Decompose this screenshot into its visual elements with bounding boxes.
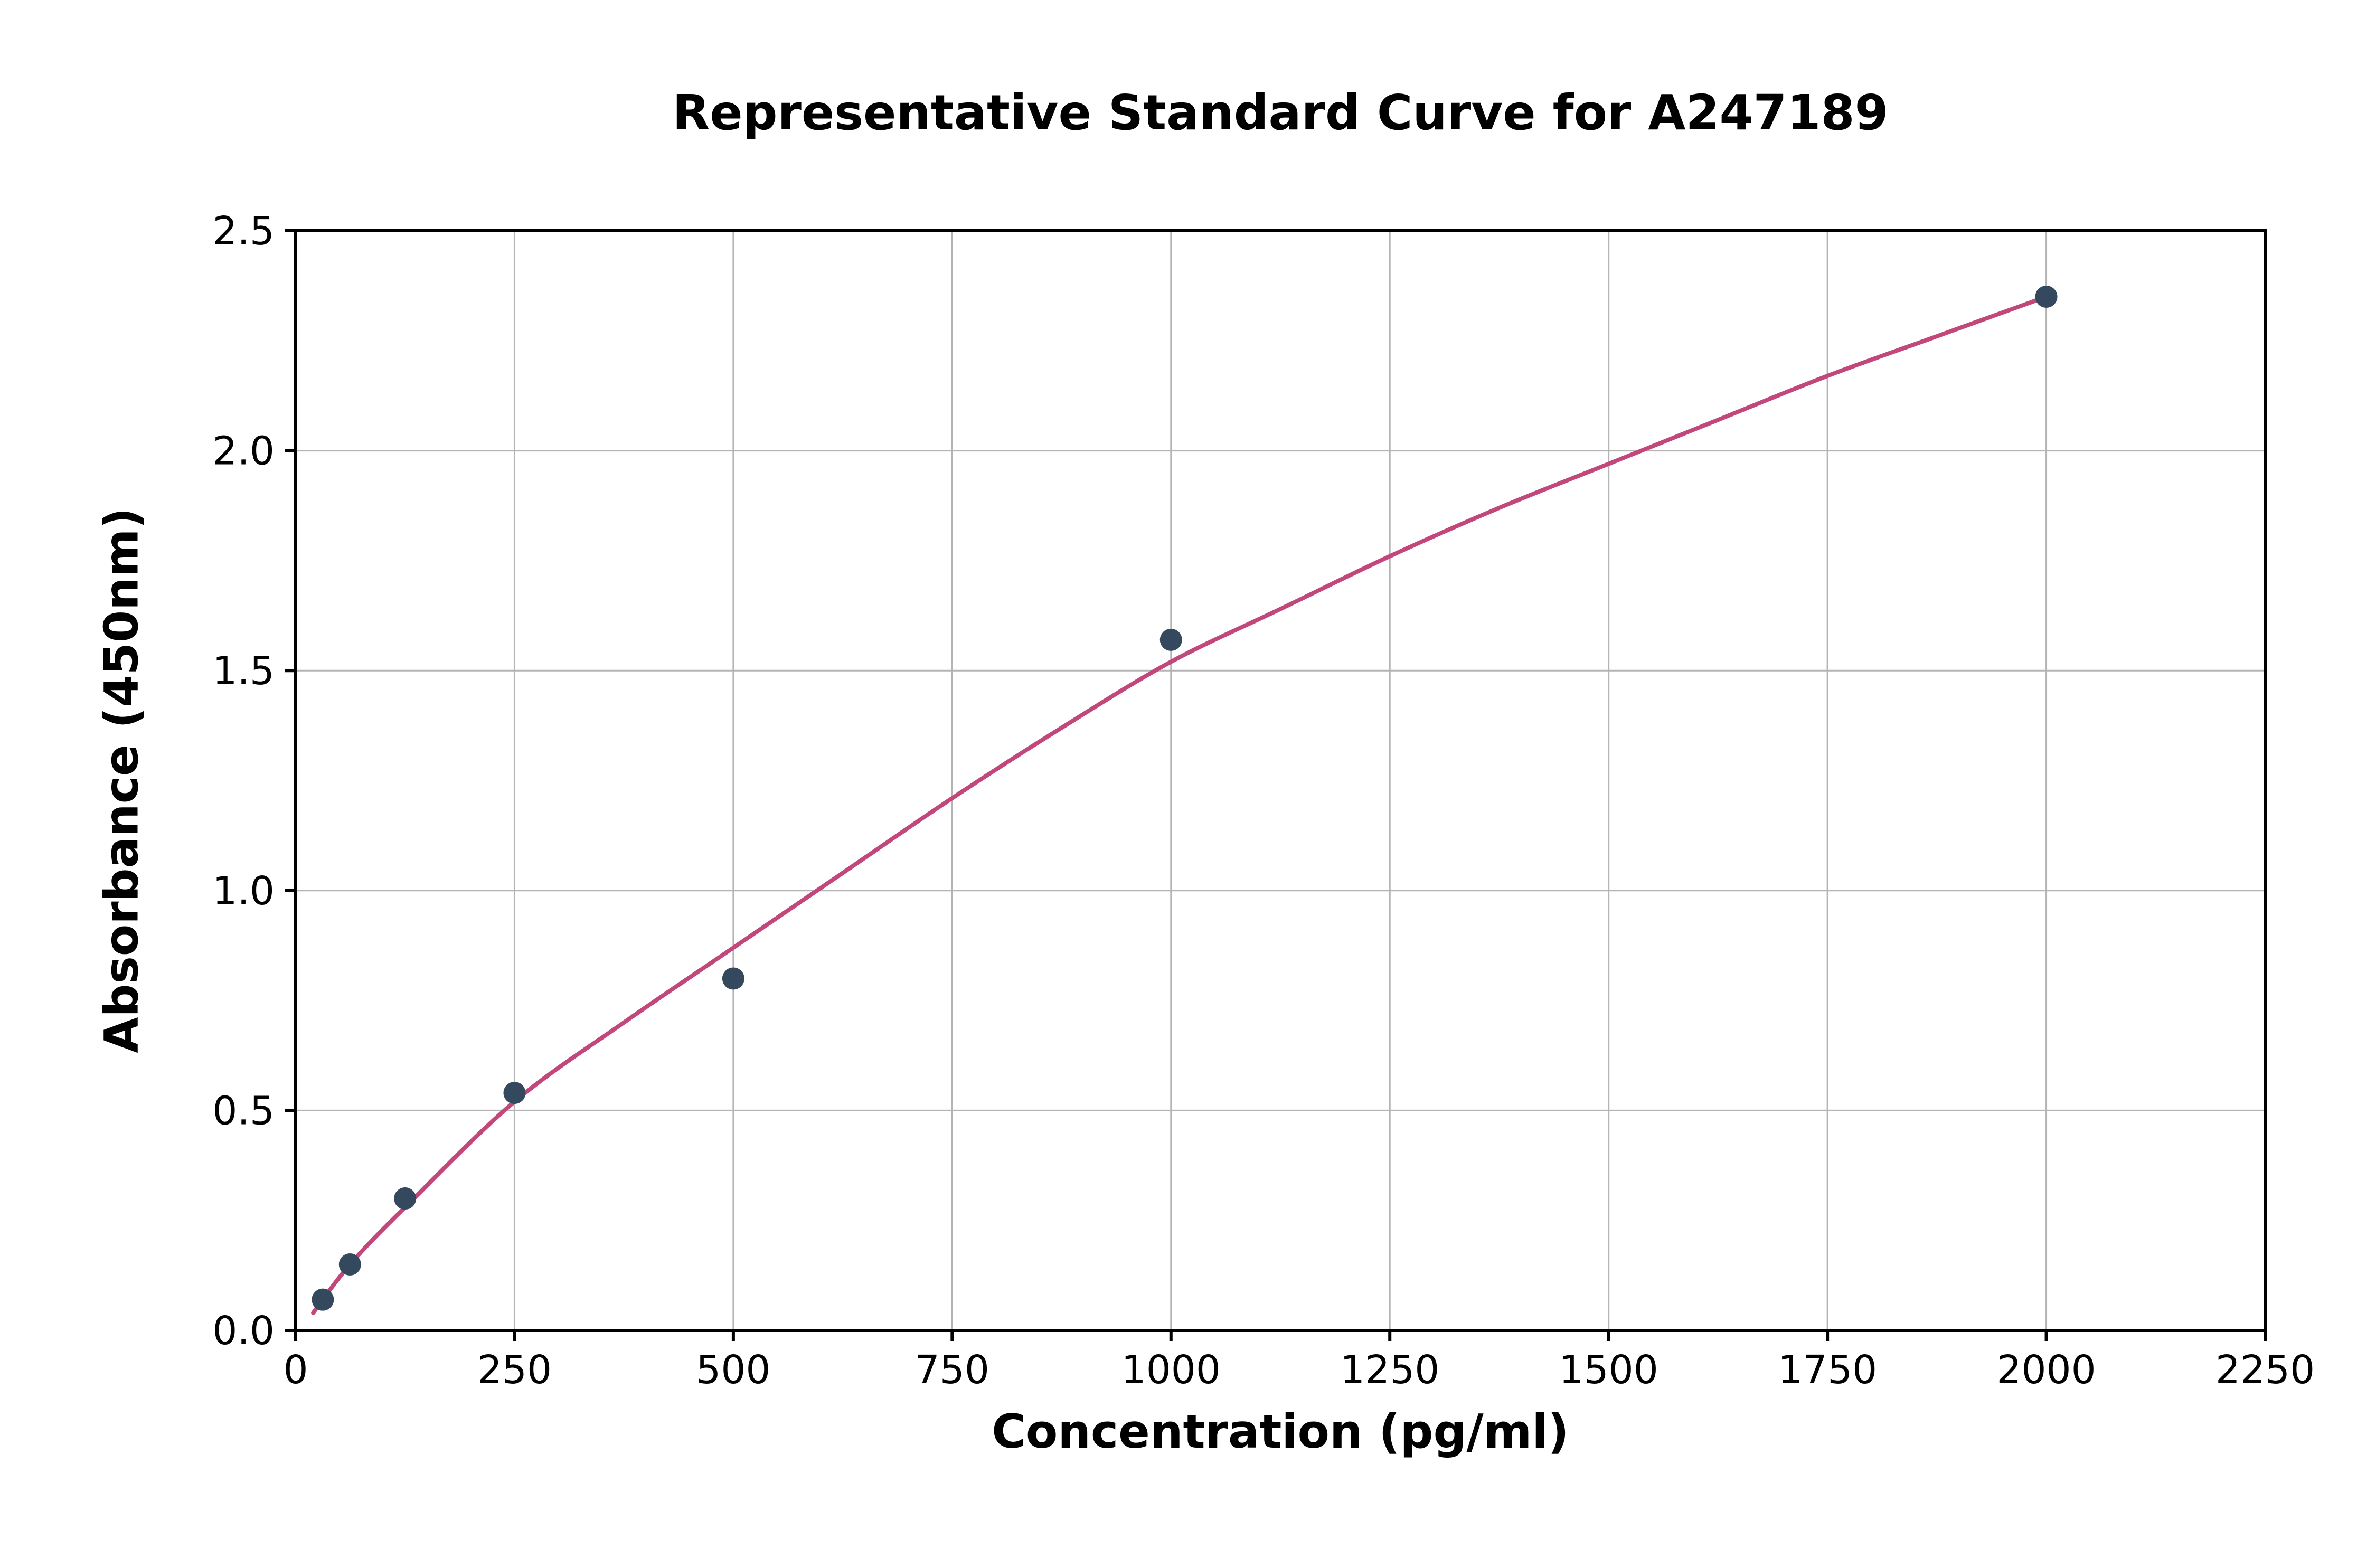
data-point: [503, 1082, 526, 1104]
y-tick-label: 1.5: [212, 648, 275, 694]
x-tick-label: 0: [283, 1347, 308, 1393]
y-tick-label: 2.5: [212, 209, 275, 254]
x-tick-label: 1750: [1778, 1347, 1877, 1393]
plot-border: [294, 229, 2267, 1332]
x-tick-label: 1500: [1559, 1347, 1658, 1393]
y-tick-label: 1.0: [212, 868, 275, 914]
x-tick-label: 250: [477, 1347, 552, 1393]
y-tick-label: 2.0: [212, 429, 275, 474]
y-tick-label: 0.0: [212, 1308, 275, 1354]
x-tick-label: 2250: [2215, 1347, 2315, 1393]
data-point: [1159, 628, 1182, 651]
x-tick-label: 750: [915, 1347, 989, 1393]
data-point: [312, 1288, 334, 1311]
x-tick-label: 500: [696, 1347, 770, 1393]
data-point: [2035, 285, 2058, 308]
chart-title: Representative Standard Curve for A24718…: [672, 84, 1889, 141]
y-tick-label: 0.5: [212, 1088, 275, 1134]
x-axis-label: Concentration (pg/ml): [992, 1404, 1569, 1459]
data-point: [394, 1187, 417, 1210]
x-tick-label: 2000: [1996, 1347, 2096, 1393]
x-tick-label: 1250: [1340, 1347, 1439, 1393]
x-tick-label: 1000: [1121, 1347, 1221, 1393]
data-point: [722, 967, 744, 990]
data-point: [338, 1253, 361, 1276]
fit-curve: [311, 294, 2049, 1315]
